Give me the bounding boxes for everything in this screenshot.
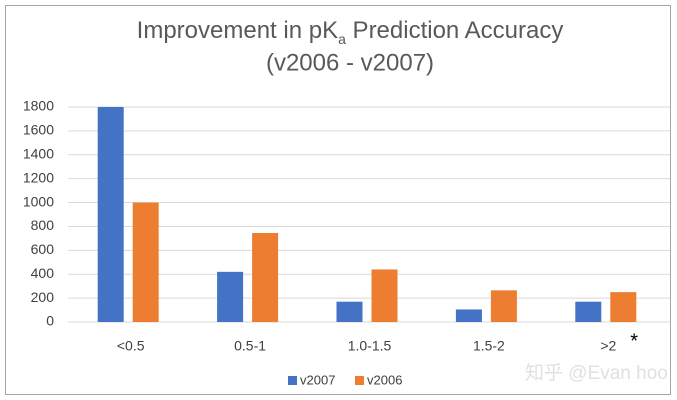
- chart-subtitle: (v2006 - v2007): [266, 49, 434, 76]
- bar: [371, 269, 398, 322]
- y-tick-label: 0: [46, 313, 54, 329]
- bar: [610, 292, 637, 322]
- legend-label: v2006: [367, 372, 402, 387]
- bar: [97, 107, 124, 322]
- bar: [336, 301, 363, 322]
- y-tick-label: 800: [31, 217, 55, 233]
- legend-swatch: [355, 376, 364, 385]
- y-tick-label: 1800: [23, 98, 54, 114]
- x-tick-label: 0.5-1: [234, 338, 266, 354]
- title-part: Prediction Accuracy: [346, 17, 563, 44]
- x-tick-label: >2: [600, 338, 616, 354]
- bar: [455, 309, 482, 322]
- y-tick-label: 600: [31, 241, 55, 257]
- y-tick-label: 1200: [23, 169, 54, 185]
- x-tick-label: 1.5-2: [473, 338, 505, 354]
- y-tick-label: 1000: [23, 193, 54, 209]
- legend-label: v2007: [300, 372, 335, 387]
- y-tick-label: 200: [31, 289, 55, 305]
- bar: [490, 290, 517, 322]
- watermark: 知乎 @Evan hoo: [525, 362, 668, 384]
- legend-swatch: [288, 376, 297, 385]
- title-subscript: a: [338, 31, 346, 47]
- annotation: *: [630, 330, 638, 352]
- x-tick-label: 1.0-1.5: [348, 338, 392, 354]
- bar: [132, 202, 159, 322]
- bar: [252, 233, 279, 322]
- y-tick-label: 1400: [23, 145, 54, 161]
- chart-title: Improvement in pKa Prediction Accuracy: [137, 17, 564, 46]
- bar: [217, 271, 244, 322]
- y-tick-label: 1600: [23, 122, 54, 138]
- x-tick-label: <0.5: [117, 338, 145, 354]
- bar: [575, 301, 602, 322]
- y-tick-label: 400: [31, 265, 55, 281]
- title-part: Improvement in pK: [137, 17, 338, 44]
